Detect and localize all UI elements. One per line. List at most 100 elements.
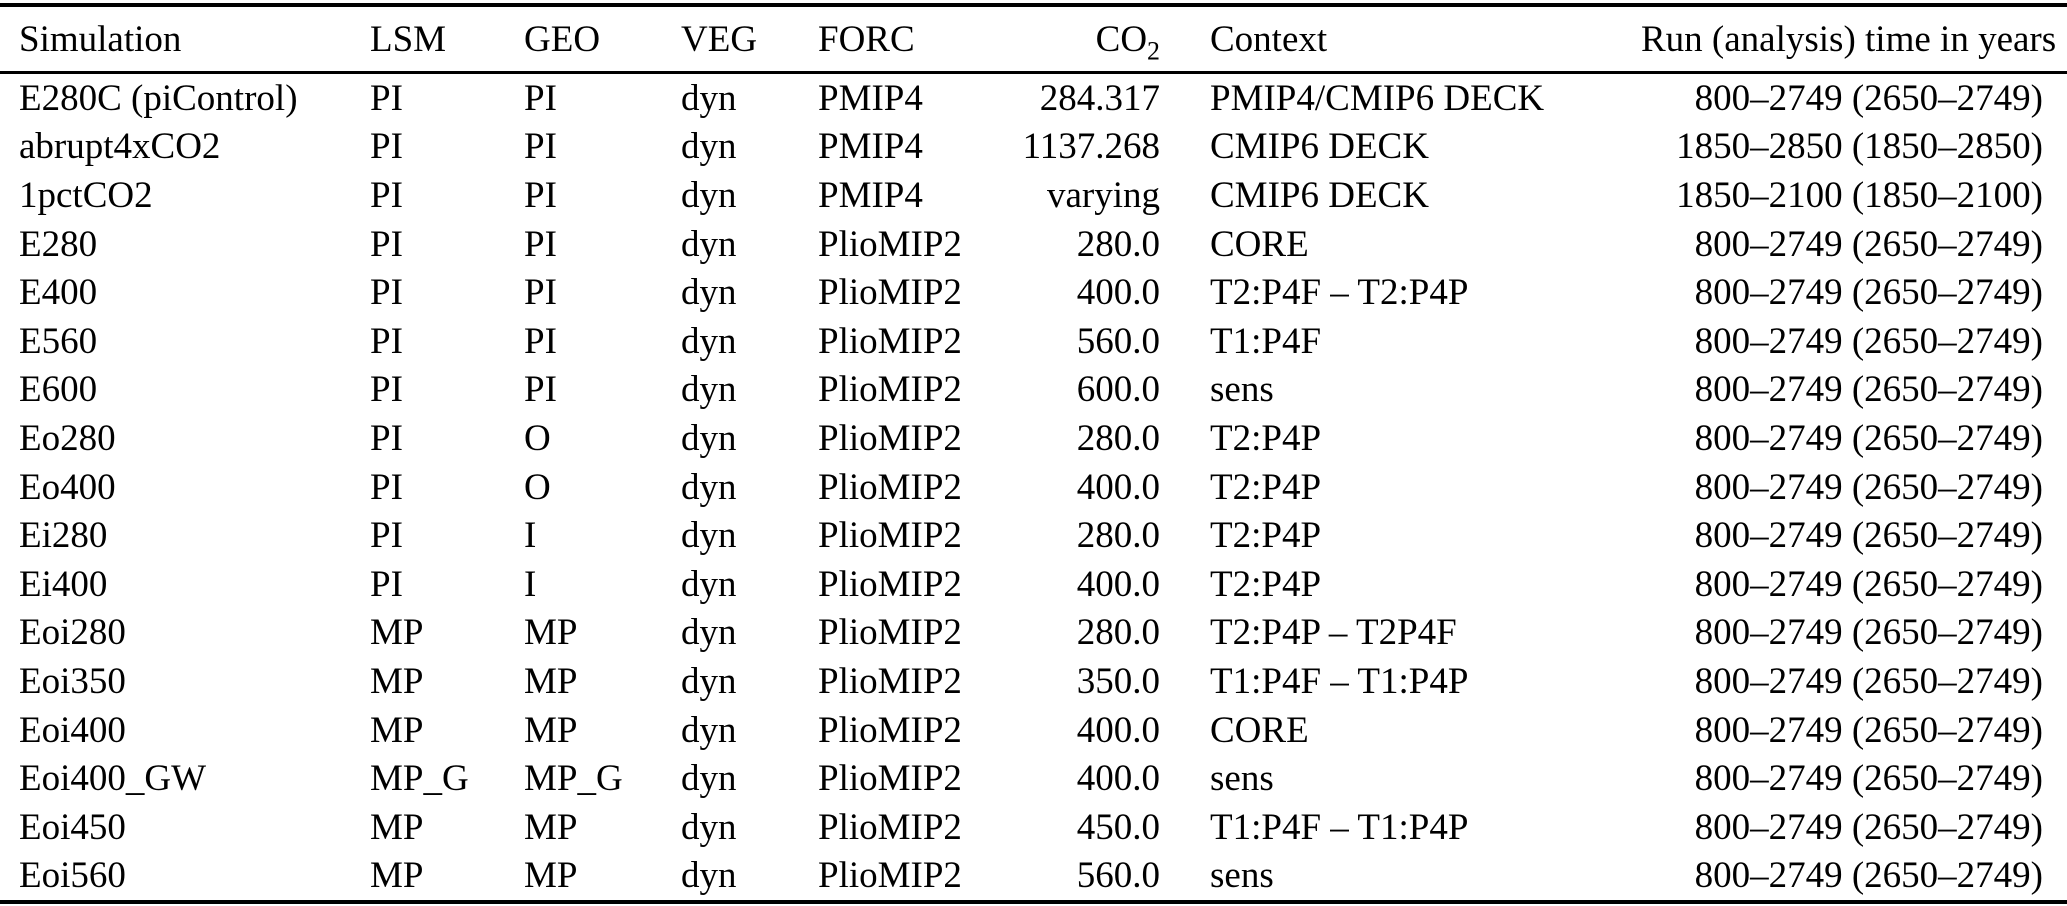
cell-run-time: 800–2749 (2650–2749) bbox=[1694, 417, 2043, 459]
cell-lsm: MP bbox=[370, 806, 424, 848]
col-header-simulation: Simulation bbox=[0, 5, 352, 74]
cell-simulation: Eoi350 bbox=[19, 660, 126, 702]
cell-run-time: 800–2749 (2650–2749) bbox=[1694, 223, 2043, 265]
cell-simulation: Ei280 bbox=[19, 515, 108, 557]
cell-run-time: 1850–2100 (1850–2100) bbox=[1676, 174, 2043, 216]
cell-run-time: 800–2749 (2650–2749) bbox=[1694, 320, 2043, 362]
cell-geo: O bbox=[524, 466, 551, 508]
cell-context: T1:P4F – T1:P4P bbox=[1210, 660, 1469, 702]
cell-veg: dyn bbox=[681, 272, 737, 314]
cell-forc: PMIP4 bbox=[818, 126, 923, 168]
cell-veg: dyn bbox=[681, 758, 737, 800]
cell-lsm: PI bbox=[370, 223, 403, 265]
cell-co2: 280.0 bbox=[1076, 612, 1160, 654]
cell-veg: dyn bbox=[681, 126, 737, 168]
cell-co2: 1137.268 bbox=[1022, 126, 1160, 168]
table-row: Eoi560 MP MP dyn PlioMIP2 560.0 sens 800–2749 (… bbox=[0, 852, 2067, 903]
cell-run-time: 1850–2850 (1850–2850) bbox=[1676, 126, 2043, 168]
cell-forc: PlioMIP2 bbox=[818, 320, 962, 362]
cell-geo: MP bbox=[524, 806, 578, 848]
header-row: Simulation LSM GEO VEG FORC CO2 Context … bbox=[0, 5, 2067, 74]
cell-simulation: Eoi450 bbox=[19, 806, 126, 848]
cell-simulation: E600 bbox=[19, 369, 98, 411]
cell-simulation: Ei400 bbox=[19, 563, 108, 605]
cell-lsm: MP bbox=[370, 855, 424, 897]
cell-run-time: 800–2749 (2650–2749) bbox=[1694, 612, 2043, 654]
col-header-forc: FORC bbox=[800, 5, 961, 74]
cell-lsm: PI bbox=[370, 126, 403, 168]
cell-forc: PlioMIP2 bbox=[818, 515, 962, 557]
cell-co2: 280.0 bbox=[1076, 223, 1160, 265]
cell-lsm: PI bbox=[370, 466, 403, 508]
cell-run-time: 800–2749 (2650–2749) bbox=[1694, 855, 2043, 897]
cell-simulation: E280 bbox=[19, 223, 98, 265]
cell-veg: dyn bbox=[681, 466, 737, 508]
cell-co2: 350.0 bbox=[1076, 660, 1160, 702]
cell-veg: dyn bbox=[681, 369, 737, 411]
cell-geo: PI bbox=[524, 77, 557, 119]
cell-co2: 600.0 bbox=[1076, 369, 1160, 411]
cell-co2: 400.0 bbox=[1076, 272, 1160, 314]
cell-context: T2:P4P – T2P4F bbox=[1210, 612, 1457, 654]
co2-header-text: CO bbox=[1095, 18, 1148, 60]
cell-run-time: 800–2749 (2650–2749) bbox=[1694, 466, 2043, 508]
table-row: Eoi400 MP MP dyn PlioMIP2 400.0 CORE 800–2749 (… bbox=[0, 706, 2067, 755]
cell-run-time: 800–2749 (2650–2749) bbox=[1694, 272, 2043, 314]
col-header-lsm: LSM bbox=[352, 5, 505, 74]
cell-simulation: E280C (piControl) bbox=[19, 77, 298, 119]
cell-geo: PI bbox=[524, 126, 557, 168]
cell-context: sens bbox=[1210, 758, 1274, 800]
cell-simulation: E400 bbox=[19, 272, 98, 314]
table-row: Eoi350 MP MP dyn PlioMIP2 350.0 T1:P4F – T1:P4… bbox=[0, 657, 2067, 706]
cell-run-time: 800–2749 (2650–2749) bbox=[1694, 660, 2043, 702]
cell-lsm: MP bbox=[370, 612, 424, 654]
col-header-co2: CO2 bbox=[961, 5, 1166, 74]
cell-geo: PI bbox=[524, 223, 557, 265]
table-row: E280C (piControl) PI PI dyn PMIP4 284.317 PMIP… bbox=[0, 73, 2067, 123]
cell-veg: dyn bbox=[681, 515, 737, 557]
cell-forc: PlioMIP2 bbox=[818, 272, 962, 314]
cell-run-time: 800–2749 (2650–2749) bbox=[1694, 77, 2043, 119]
cell-simulation: Eo400 bbox=[19, 466, 116, 508]
table-row: Eoi450 MP MP dyn PlioMIP2 450.0 T1:P4F – T1:P4… bbox=[0, 803, 2067, 852]
table-row: E280 PI PI dyn PlioMIP2 280.0 CORE 800–2749 (26… bbox=[0, 220, 2067, 269]
cell-context: PMIP4/CMIP6 DECK bbox=[1210, 77, 1545, 119]
cell-co2: 400.0 bbox=[1076, 466, 1160, 508]
cell-lsm: PI bbox=[370, 369, 403, 411]
cell-forc: PlioMIP2 bbox=[818, 806, 962, 848]
cell-geo: MP bbox=[524, 709, 578, 751]
cell-co2: 280.0 bbox=[1076, 417, 1160, 459]
cell-forc: PlioMIP2 bbox=[818, 563, 962, 605]
cell-context: CORE bbox=[1210, 709, 1309, 751]
cell-veg: dyn bbox=[681, 563, 737, 605]
cell-veg: dyn bbox=[681, 174, 737, 216]
cell-context: T1:P4F – T1:P4P bbox=[1210, 806, 1469, 848]
cell-run-time: 800–2749 (2650–2749) bbox=[1694, 369, 2043, 411]
cell-simulation: Eoi280 bbox=[19, 612, 126, 654]
cell-run-time: 800–2749 (2650–2749) bbox=[1694, 563, 2043, 605]
table-row: E400 PI PI dyn PlioMIP2 400.0 T2:P4F – T2:P4P 8… bbox=[0, 268, 2067, 317]
cell-geo: PI bbox=[524, 320, 557, 362]
col-header-geo: GEO bbox=[505, 5, 662, 74]
table-row: 1pctCO2 PI PI dyn PMIP4 varying CMIP6 DECK 1850… bbox=[0, 171, 2067, 220]
cell-forc: PlioMIP2 bbox=[818, 369, 962, 411]
cell-geo: MP bbox=[524, 660, 578, 702]
cell-forc: PMIP4 bbox=[818, 77, 923, 119]
cell-context: T2:P4F – T2:P4P bbox=[1210, 272, 1469, 314]
cell-run-time: 800–2749 (2650–2749) bbox=[1694, 758, 2043, 800]
cell-forc: PlioMIP2 bbox=[818, 223, 962, 265]
cell-geo: MP_G bbox=[524, 758, 623, 800]
cell-geo: PI bbox=[524, 272, 557, 314]
cell-geo: MP bbox=[524, 612, 578, 654]
cell-co2: 400.0 bbox=[1076, 709, 1160, 751]
cell-geo: PI bbox=[524, 174, 557, 216]
cell-simulation: Eoi400 bbox=[19, 709, 126, 751]
cell-context: CMIP6 DECK bbox=[1210, 174, 1429, 216]
table-row: Eoi280 MP MP dyn PlioMIP2 280.0 T2:P4P – T2P4F… bbox=[0, 609, 2067, 658]
cell-context: T1:P4F bbox=[1210, 320, 1322, 362]
cell-context: T2:P4P bbox=[1210, 466, 1322, 508]
cell-co2: 280.0 bbox=[1076, 515, 1160, 557]
